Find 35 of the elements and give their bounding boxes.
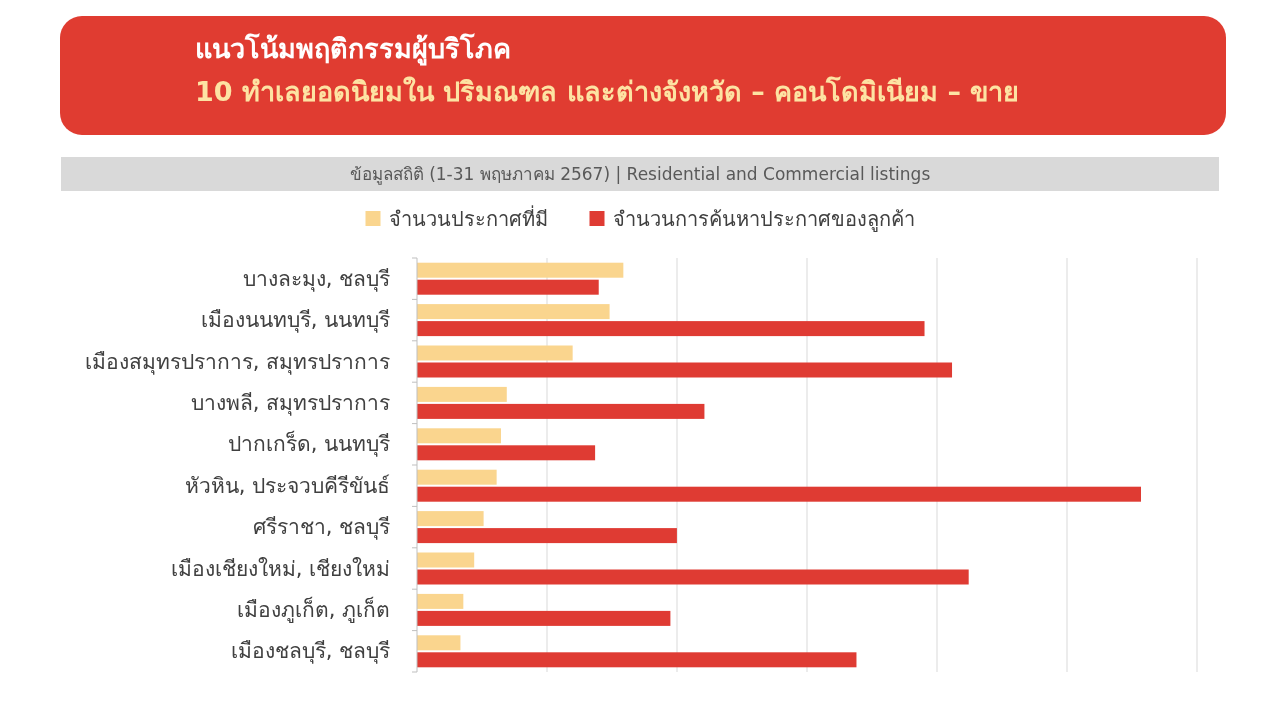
bar xyxy=(417,428,501,444)
bar xyxy=(417,362,953,378)
annotation: ข้อมูลสถิติ (1-31 พฤษภาคม 2567) | Residential and Commercial listings xyxy=(349,164,931,184)
y-tick-label: เมืองชลบุรี, ชลบุรี xyxy=(230,639,390,665)
bar xyxy=(417,486,1141,502)
y-tick-label: ศรีราชา, ชลบุรี xyxy=(252,515,390,541)
bar xyxy=(417,321,925,337)
bar xyxy=(417,345,573,361)
bar xyxy=(417,528,677,544)
bar xyxy=(417,403,705,419)
subtitle: 10 ทำเลยอดนิยมใน ปริมณฑล และต่างจังหวัด – คอนโดมิเนียม – ขาย xyxy=(195,76,1020,107)
bar xyxy=(417,386,507,402)
bar xyxy=(417,569,969,585)
bar xyxy=(417,279,599,295)
legend-label: จำนวนประกาศที่มี xyxy=(388,205,548,231)
bar xyxy=(417,511,484,527)
bar xyxy=(417,469,497,485)
y-tick-label: เมืองนนทบุรี, นนทบุรี xyxy=(200,308,390,334)
bar xyxy=(417,262,624,278)
y-tick-label: เมืองเชียงใหม่, เชียงใหม่ xyxy=(170,556,390,581)
bar xyxy=(417,552,475,568)
y-tick-label: บางพลี, สมุทรปราการ xyxy=(190,390,390,416)
bar xyxy=(417,652,857,668)
y-tick-label: หัวหิน, ประจวบคีรีขันธ์ xyxy=(184,473,390,498)
bar xyxy=(417,593,464,609)
bar xyxy=(417,445,596,461)
legend-label: จำนวนการค้นหาประกาศของลูกค้า xyxy=(612,207,915,232)
title: แนวโน้มพฤติกรรมผู้บริโภค xyxy=(195,33,511,64)
bar xyxy=(417,610,671,626)
bar xyxy=(417,635,461,651)
y-tick-label: เมืองสมุทรปราการ, สมุทรปราการ xyxy=(84,349,390,375)
bar xyxy=(417,304,610,320)
y-tick-label: บางละมุง, ชลบุรี xyxy=(242,266,390,292)
y-tick-label: เมืองภูเก็ต, ภูเก็ต xyxy=(236,595,390,623)
y-tick-label: ปากเกร็ด, นนทบุรี xyxy=(227,430,390,458)
